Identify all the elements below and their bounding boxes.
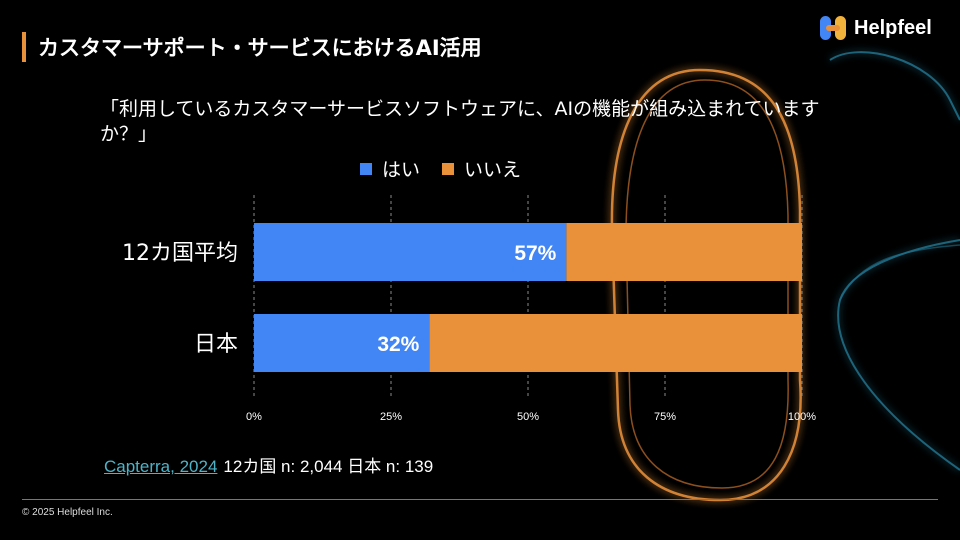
title-accent-bar (22, 32, 26, 62)
x-tick-label: 75% (654, 411, 676, 423)
data-label: 57% (514, 242, 556, 265)
legend-label-yes: はい (382, 159, 421, 181)
helpfeel-logo: Helpfeel (818, 14, 932, 42)
data-label: 32% (377, 333, 419, 356)
source-link[interactable]: Capterra, 2024 (104, 457, 218, 476)
source-line: Capterra, 2024 12カ国 n: 2,044 日本 n: 139 (104, 452, 433, 477)
chart-legend: はい いいえ (360, 155, 543, 182)
helpfeel-logo-icon (820, 16, 846, 40)
legend-swatch-no (442, 162, 455, 175)
bar-no (429, 314, 802, 372)
x-tick-label: 50% (517, 411, 539, 423)
x-tick-label: 0% (246, 411, 262, 423)
source-note: 12カ国 n: 2,044 日本 n: 139 (223, 457, 434, 476)
bar-yes (254, 223, 567, 281)
footer-divider (22, 499, 938, 500)
slide-title: カスタマーサポート・サービスにおけるAI活用 (38, 36, 482, 60)
legend-swatch-yes (360, 162, 372, 175)
category-label: 12カ国平均 (122, 241, 238, 266)
x-tick-label: 100% (788, 411, 816, 423)
legend-label-no: いいえ (464, 159, 522, 181)
bar-yes (254, 314, 430, 372)
logo-text: Helpfeel (854, 16, 932, 39)
bar-no (566, 223, 802, 281)
slide-title-block: カスタマーサポート・サービスにおけるAI活用 (22, 30, 482, 64)
legend-item-yes: はい (360, 155, 420, 182)
chart-title: 「利用しているカスタマーサービスソフトウェアに、AIの機能が組み込まれていますか… (100, 98, 820, 145)
x-tick-label: 25% (380, 411, 402, 423)
copyright: © 2025 Helpfeel Inc. (22, 507, 113, 518)
category-label: 日本 (194, 332, 238, 357)
legend-item-no: いいえ (442, 155, 521, 182)
